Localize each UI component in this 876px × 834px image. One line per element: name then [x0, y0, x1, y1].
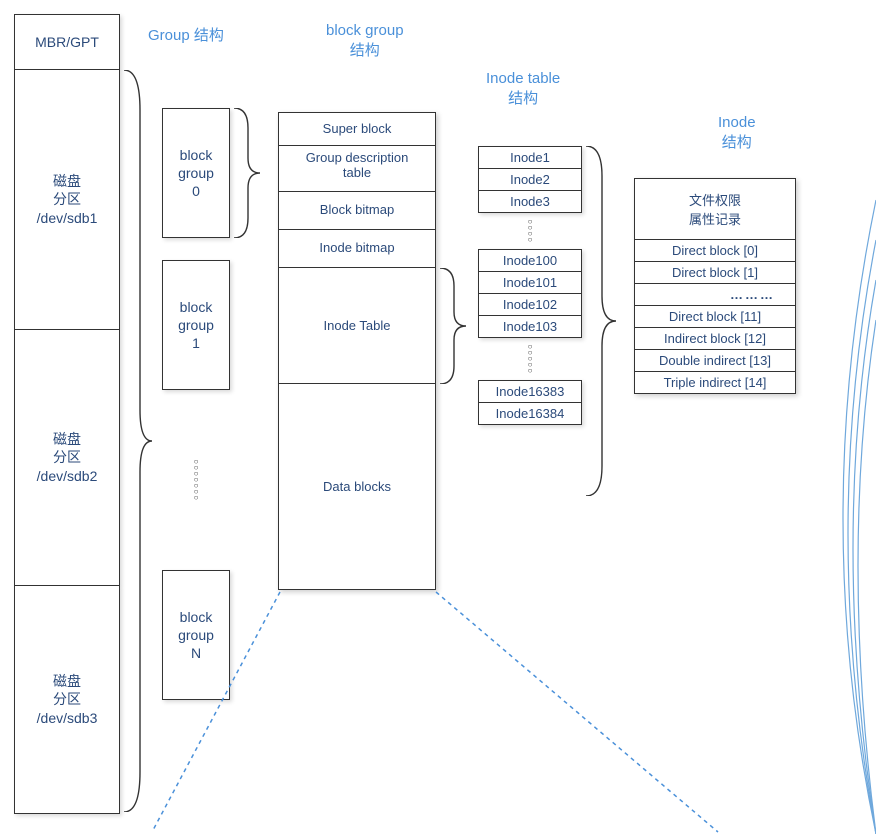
inode102: Inode102 — [478, 294, 582, 316]
inode16383: Inode16383 — [478, 380, 582, 403]
inode-vdots-1: ○○○○ — [478, 213, 582, 249]
label-inodetable: Inode table 结构 — [486, 70, 560, 108]
bg-itable: Inode Table — [278, 268, 436, 384]
gnc: N — [191, 644, 201, 662]
g1a: block — [180, 298, 213, 316]
bg-bbitmap: Block bitmap — [278, 192, 436, 230]
p1c: /dev/sdb1 — [37, 209, 98, 227]
bg-super: Super block — [278, 112, 436, 146]
perm2: 属性记录 — [641, 209, 789, 228]
blockgroup-column: Super block Group description table Bloc… — [278, 112, 436, 590]
perm1: 文件权限 — [641, 190, 789, 209]
ib12: Indirect block [12] — [634, 328, 796, 350]
db11: Direct block [11] — [634, 306, 796, 328]
mbr-box: MBR/GPT — [14, 14, 120, 70]
gnb: group — [178, 626, 214, 644]
inode101: Inode101 — [478, 272, 582, 294]
brace-group — [230, 108, 264, 238]
p2b: 分区 — [53, 448, 81, 466]
db1: Direct block [1] — [634, 262, 796, 284]
g0a: block — [180, 146, 213, 164]
inode2: Inode2 — [478, 169, 582, 191]
inode-perm: 文件权限 属性记录 — [634, 178, 796, 240]
p3a: 磁盘 — [53, 672, 81, 690]
inode100: Inode100 — [478, 249, 582, 272]
di13: Double indirect [13] — [634, 350, 796, 372]
partition-sdb3: 磁盘 分区 /dev/sdb3 — [14, 586, 120, 814]
g0b: group — [178, 164, 214, 182]
p1b: 分区 — [53, 190, 81, 208]
inode-ellipsis: ……… — [634, 284, 796, 306]
p3c: /dev/sdb3 — [37, 709, 98, 727]
block-group-n: block group N — [162, 570, 230, 700]
p3b: 分区 — [53, 690, 81, 708]
partition-sdb1: 磁盘 分区 /dev/sdb1 — [14, 70, 120, 330]
label-group: Group 结构 — [148, 24, 224, 45]
g0c: 0 — [192, 182, 200, 200]
p1a: 磁盘 — [53, 172, 81, 190]
block-group-0: block group 0 — [162, 108, 230, 238]
inode103: Inode103 — [478, 316, 582, 338]
inodes-16383-16384: Inode16383 Inode16384 — [478, 380, 582, 425]
p2c: /dev/sdb2 — [37, 467, 98, 485]
inodes-1-3: Inode1 Inode2 Inode3 — [478, 146, 582, 213]
brace-disk — [120, 70, 154, 812]
gna: block — [180, 608, 213, 626]
inodetable-column: Inode1 Inode2 Inode3 ○○○○ Inode100 Inode… — [478, 146, 582, 425]
ti14: Triple indirect [14] — [634, 372, 796, 394]
group-column: block group 0 block group 1 ○○○○○○○ bloc… — [162, 108, 230, 700]
disk-column: MBR/GPT 磁盘 分区 /dev/sdb1 磁盘 分区 /dev/sdb2 … — [14, 14, 120, 814]
inode1: Inode1 — [478, 146, 582, 169]
group-vdots: ○○○○○○○ — [162, 390, 230, 570]
bg-ibitmap: Inode bitmap — [278, 230, 436, 268]
p2a: 磁盘 — [53, 430, 81, 448]
bg-gdt: Group description table — [278, 146, 436, 192]
g1c: 1 — [192, 334, 200, 352]
block-group-1: block group 1 — [162, 260, 230, 390]
inodes-100-103: Inode100 Inode101 Inode102 Inode103 — [478, 249, 582, 338]
brace-inode — [582, 146, 620, 496]
inode-column: 文件权限 属性记录 Direct block [0] Direct block … — [634, 178, 796, 394]
inode3: Inode3 — [478, 191, 582, 213]
inode16384: Inode16384 — [478, 403, 582, 425]
partition-sdb2: 磁盘 分区 /dev/sdb2 — [14, 330, 120, 586]
mbr-label: MBR/GPT — [35, 33, 99, 51]
inode-vdots-2: ○○○○○ — [478, 338, 582, 380]
brace-itable — [436, 268, 470, 384]
label-inode: Inode 结构 — [718, 114, 756, 152]
label-blockgroup: block group 结构 — [326, 22, 404, 60]
db0: Direct block [0] — [634, 240, 796, 262]
bg-dblocks: Data blocks — [278, 384, 436, 590]
g1b: group — [178, 316, 214, 334]
